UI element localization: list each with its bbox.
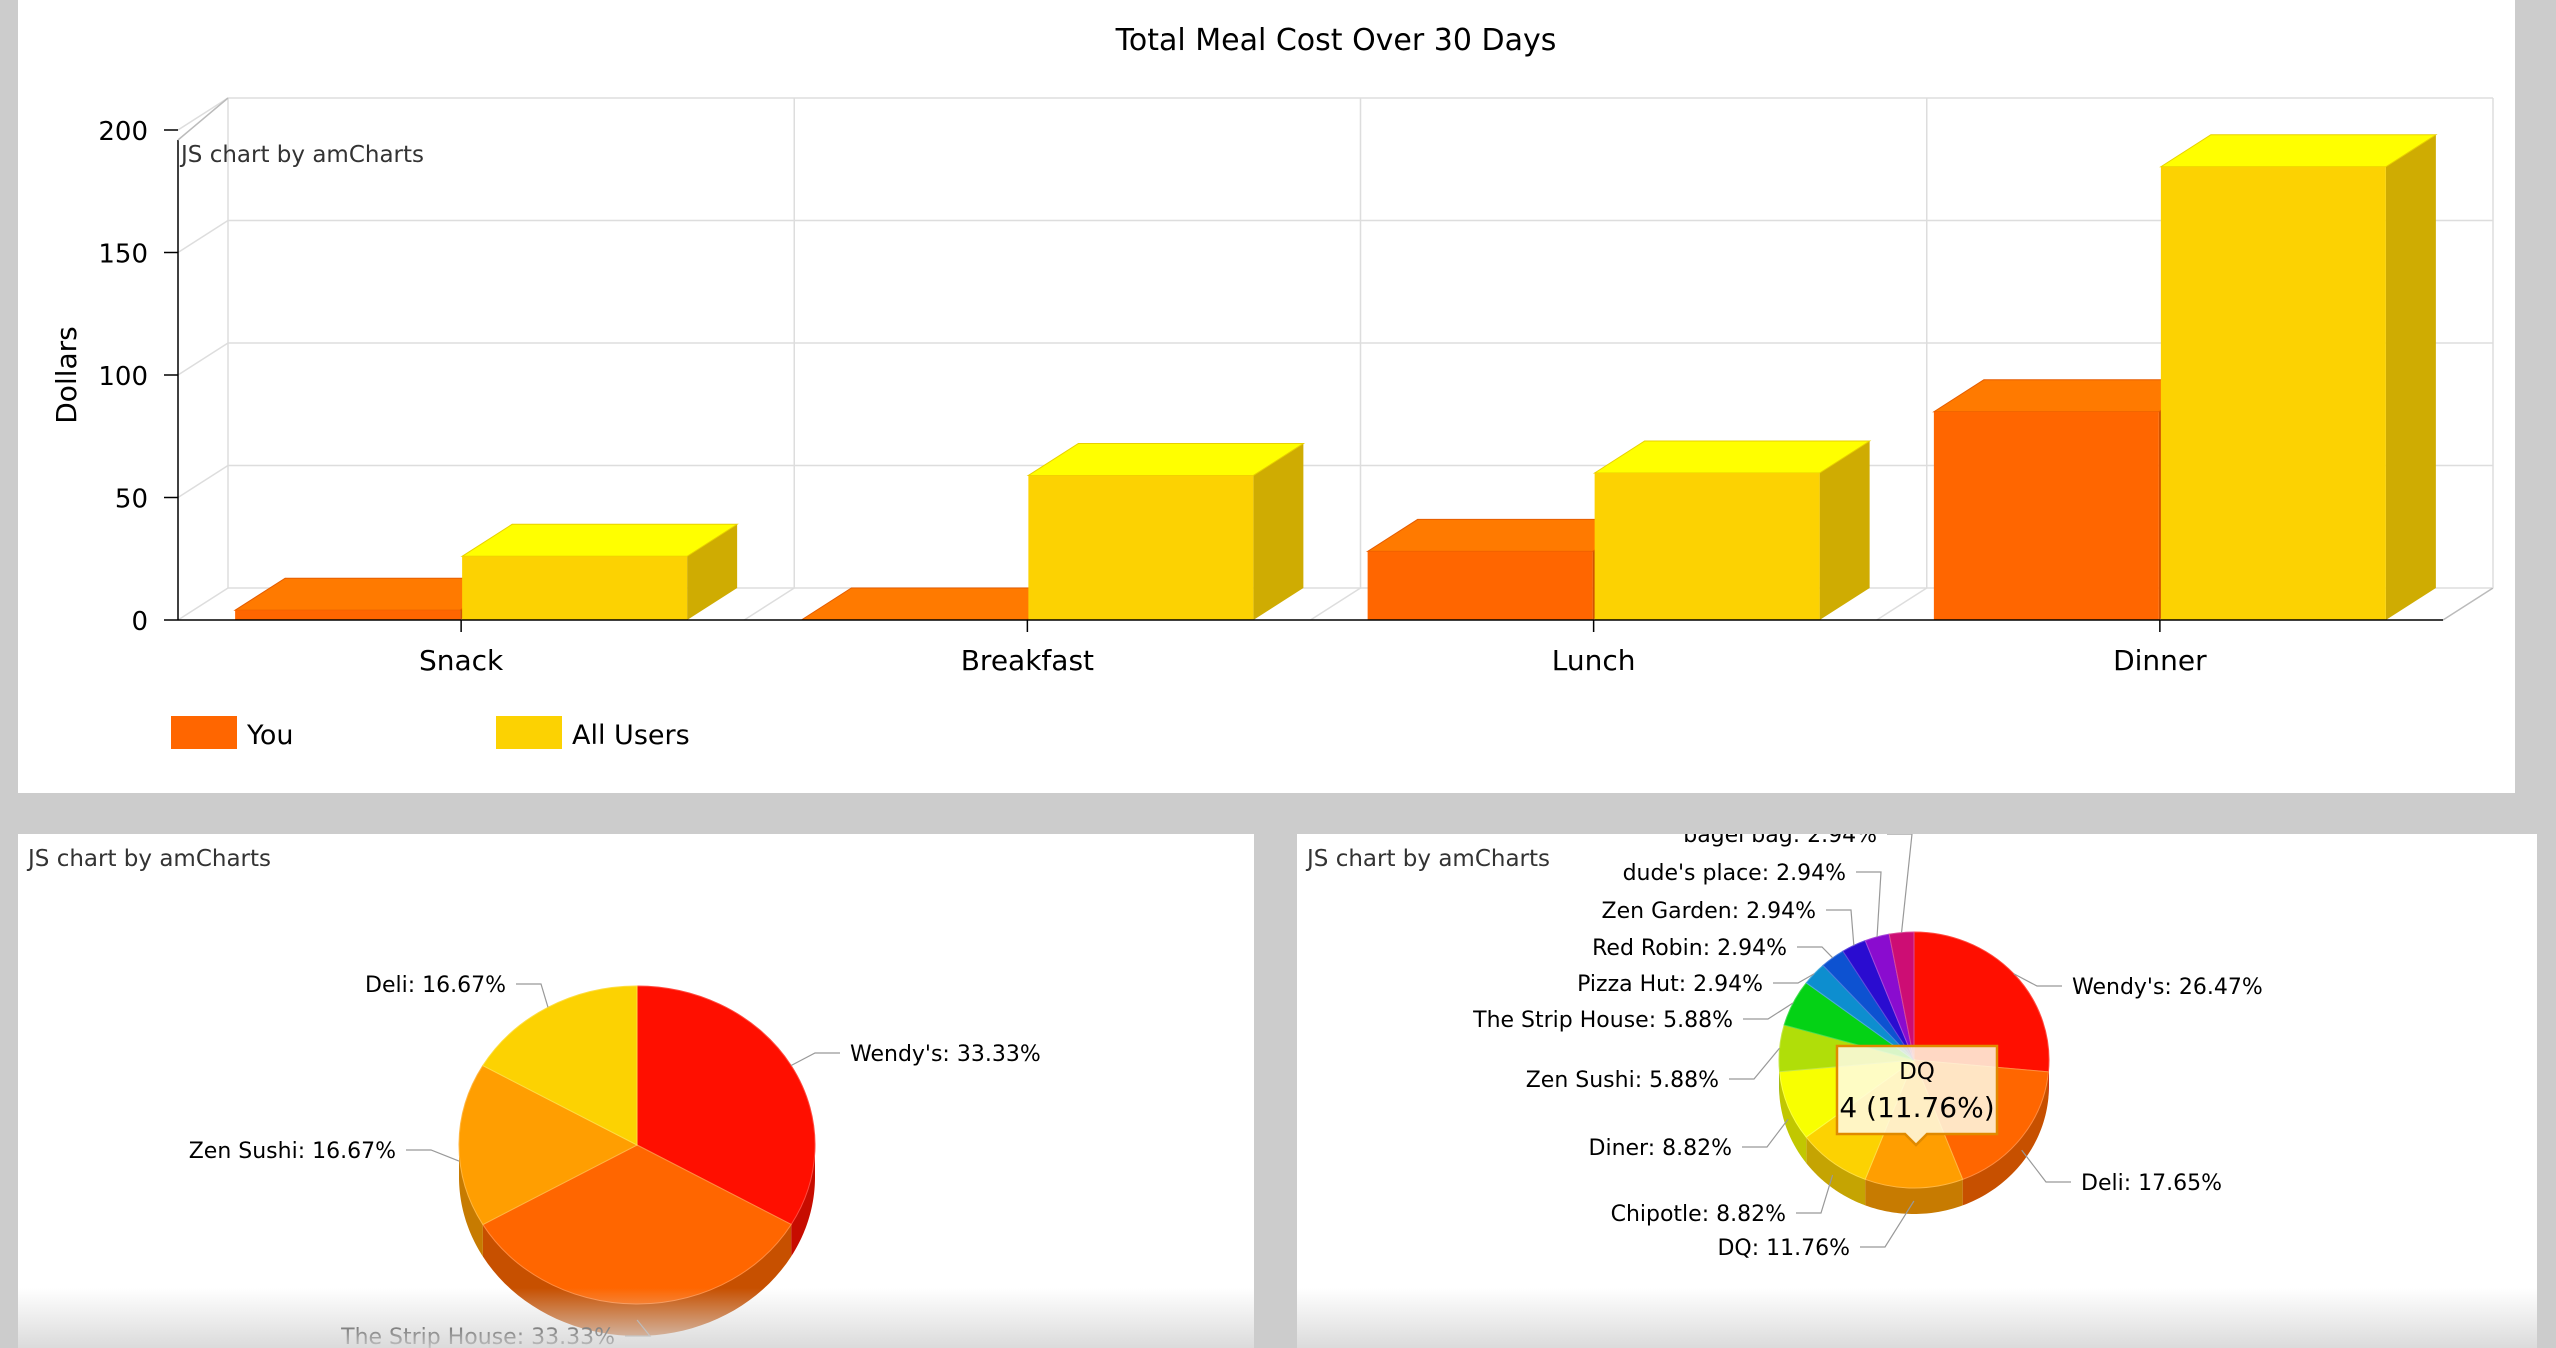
pie-label-line — [1826, 909, 1855, 946]
pie-label: Diner: 8.82% — [1589, 1136, 1732, 1161]
x-tick-label: Dinner — [2113, 644, 2207, 677]
pie-label: Deli: 17.65% — [2081, 1171, 2222, 1196]
bar-front — [235, 610, 461, 620]
bar-side — [1253, 443, 1304, 620]
legend-swatch — [171, 716, 237, 749]
tooltip-box — [1835, 1044, 1999, 1147]
pie-slice-side — [791, 1145, 815, 1257]
bar-all-users-lunch — [1592, 440, 1872, 620]
pie-slice-wendy-s — [1913, 931, 2050, 1073]
gridline-depth — [177, 342, 229, 376]
y-tick-label: 150 — [98, 240, 148, 270]
bar-all-users-dinner — [2159, 134, 2438, 620]
pie-label-line — [1729, 1047, 1781, 1080]
bar-front — [1594, 473, 1820, 620]
pie-slice-wendy-s — [636, 985, 816, 1226]
y-tick-label: 100 — [98, 362, 148, 392]
amcharts-credit-top: JS chart by amCharts — [179, 142, 424, 168]
bar-chart: Total Meal Cost Over 30 Days 0 50 100 150 200… — [50, 23, 2494, 751]
category-gridline-depth — [1876, 587, 1928, 621]
category-gridline-depth — [743, 587, 795, 621]
pie-chart-right: Wendy's: 26.47% Deli: 17.65% DQ: 11.76% Chi… — [1472, 834, 2263, 1261]
pie-slice-zen-sushi — [458, 1064, 639, 1226]
pie-label-line — [1856, 871, 1882, 937]
pie-label: The Strip House: 33.33% — [340, 1325, 615, 1348]
x-tick-label: Snack — [419, 644, 504, 677]
pie-slice-side — [1962, 1071, 2049, 1206]
y-tick-label: 0 — [131, 607, 148, 637]
pie-label: The Strip House: 5.88% — [1472, 1008, 1733, 1033]
category-gridline-depth — [1310, 587, 1361, 621]
bar-side — [1819, 441, 1870, 620]
bar-all-users-breakfast — [1026, 442, 1306, 620]
pie-chart-left-panel: JS chart by amCharts Wendy's: 33.33% The … — [18, 834, 1254, 1348]
pie-label: Red Robin: 2.94% — [1592, 936, 1787, 961]
y-tick-label: 50 — [115, 485, 148, 515]
gridline-depth — [177, 464, 229, 499]
legend-label: You — [246, 720, 294, 751]
gridline-depth — [177, 219, 229, 254]
bar-front — [2160, 166, 2386, 620]
y-tick-label: 200 — [98, 117, 148, 147]
floor-edge — [2442, 587, 2494, 621]
pie-label-line — [516, 983, 549, 1008]
pie-slice-deli — [482, 985, 638, 1146]
pie-chart-right-panel: JS chart by amCharts Wendy's: 26.47% Deli… — [1297, 834, 2537, 1348]
legend: You All Users — [171, 716, 690, 751]
amcharts-credit-left[interactable]: JS chart by amCharts — [28, 846, 272, 872]
pie-slice-bagel-bag — [1888, 931, 1915, 1061]
legend-label: All Users — [572, 720, 690, 751]
x-tick-label: Breakfast — [961, 644, 1094, 677]
pie-label: Wendy's: 33.33% — [850, 1042, 1041, 1067]
pie-slice-side — [459, 1145, 483, 1257]
x-tick-label: Lunch — [1552, 644, 1636, 677]
pie-label-line — [1796, 1174, 1834, 1214]
pie-tooltip: DQ 4 (11.76%) — [1835, 1044, 1999, 1147]
pie-label-line — [1773, 973, 1815, 984]
gridline-depth — [177, 97, 229, 131]
pie-slice-side — [1865, 1179, 1963, 1214]
pie-label: Zen Sushi: 5.88% — [1526, 1068, 1719, 1093]
tooltip-value: 4 (11.76%) — [1839, 1091, 1994, 1124]
pie-label: Zen Sushi: 16.67% — [189, 1139, 396, 1164]
pie-label: dude's place: 2.94% — [1623, 861, 1846, 886]
pie-label-line — [1742, 1118, 1789, 1148]
pie-label: Deli: 16.67% — [365, 973, 506, 998]
legend-swatch — [496, 716, 562, 749]
tooltip-title: DQ — [1899, 1059, 1935, 1085]
y-axis-title: Dollars — [50, 326, 83, 424]
pie-label-line — [2021, 1149, 2071, 1183]
pie-label: bagel bag: 2.94% — [1683, 834, 1877, 848]
pie-label-line — [1887, 834, 1913, 933]
pie-label: Wendy's: 26.47% — [2072, 975, 2263, 1000]
bar-front — [1367, 551, 1593, 620]
pie-label-line — [406, 1149, 460, 1162]
pie-slice-side — [1806, 1137, 1866, 1206]
bar-all-users-snack — [460, 523, 739, 620]
bar-side — [687, 524, 738, 620]
gridline-depth — [177, 587, 229, 621]
bar-front — [1028, 475, 1254, 620]
bar-front — [462, 556, 688, 620]
bar-side — [2385, 134, 2436, 620]
pie-label-line — [1860, 1200, 1915, 1248]
pie-label: Zen Garden: 2.94% — [1602, 899, 1816, 924]
pie-label: DQ: 11.76% — [1717, 1236, 1850, 1261]
bar-front — [1933, 411, 2159, 620]
pie-label: Chipotle: 8.82% — [1611, 1202, 1786, 1227]
pie-label-line — [790, 1052, 840, 1067]
pie-chart-left: Wendy's: 33.33% The Strip House: 33.33% Ze… — [189, 973, 1041, 1348]
pie-label: Pizza Hut: 2.94% — [1577, 972, 1763, 997]
chart-title: Total Meal Cost Over 30 Days — [1115, 23, 1557, 58]
pie-label-line — [2013, 973, 2062, 987]
pie-label-line — [1797, 946, 1834, 959]
y-axis-depth — [177, 97, 229, 141]
amcharts-credit-right[interactable]: JS chart by amCharts — [1307, 846, 1551, 872]
bar-chart-panel: Total Meal Cost Over 30 Days 0 50 100 150 200… — [18, 0, 2515, 793]
pie-label-line — [1743, 1002, 1794, 1020]
